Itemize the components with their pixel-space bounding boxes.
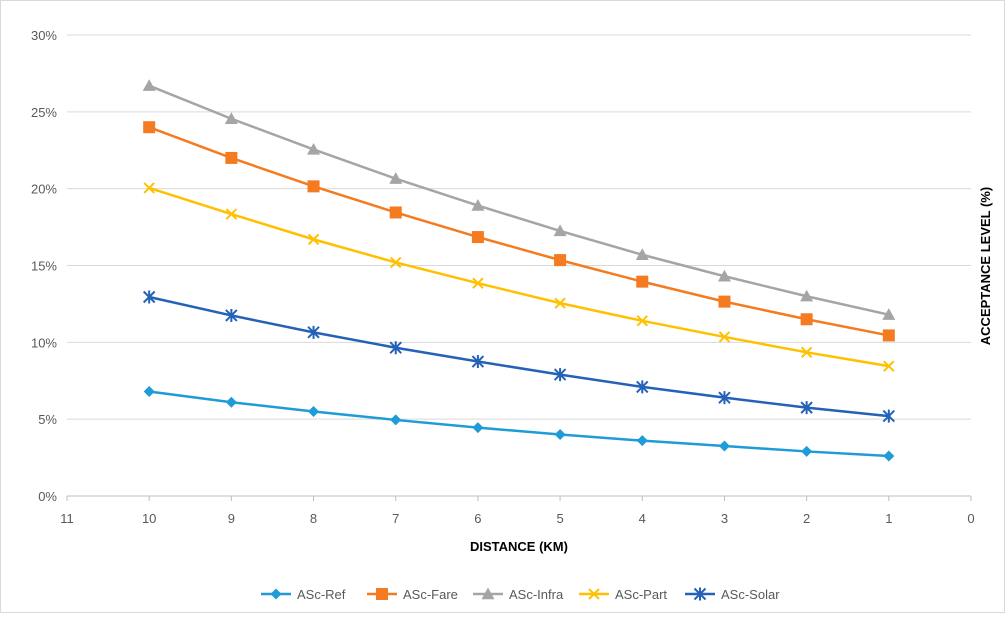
data-point-asc-infra — [389, 172, 403, 184]
series-line-asc-ref — [149, 390, 889, 458]
series-markers — [142, 79, 896, 462]
data-point-asc-solar — [553, 368, 567, 382]
data-point-asc-part — [143, 182, 155, 194]
data-point-asc-infra — [882, 308, 896, 320]
y-tick-label: 0% — [38, 489, 57, 504]
y-tick-label: 30% — [31, 28, 57, 43]
data-point-asc-infra — [471, 199, 485, 211]
data-point-asc-fare — [389, 206, 402, 219]
x-tick-label: 6 — [474, 511, 481, 526]
legend-item-asc-ref: ASc-Ref — [261, 587, 346, 602]
data-point-asc-ref — [472, 422, 484, 434]
axes — [66, 495, 972, 501]
data-point-asc-infra — [717, 269, 731, 282]
data-point-asc-solar — [800, 401, 813, 415]
x-tick-label: 9 — [228, 511, 235, 526]
y-tick-label: 10% — [31, 335, 57, 350]
data-point-asc-part — [390, 256, 402, 269]
x-tick-label: 10 — [142, 511, 156, 526]
data-point-asc-solar — [389, 341, 402, 355]
legend-swatch-marker — [270, 588, 282, 600]
y-tick-label: 15% — [31, 259, 57, 274]
data-point-asc-solar — [142, 290, 156, 304]
data-point-asc-fare — [636, 275, 649, 288]
data-point-asc-fare — [225, 151, 238, 164]
legend-swatch-marker — [376, 588, 388, 600]
data-point-asc-ref — [718, 440, 730, 452]
data-point-asc-ref — [308, 405, 320, 417]
x-tick-label: 11 — [60, 511, 74, 526]
data-point-asc-part — [225, 208, 238, 220]
legend-item-asc-part: ASc-Part — [579, 587, 667, 602]
series-line-asc-infra — [148, 84, 890, 316]
legend-swatch-marker — [481, 587, 495, 600]
x-axis-title: DISTANCE (KM) — [470, 539, 568, 554]
data-point-asc-part — [718, 331, 731, 343]
y-tick-label: 20% — [31, 182, 57, 197]
x-tick-label: 4 — [639, 511, 646, 526]
data-point-asc-part — [307, 233, 320, 246]
legend-label: ASc-Solar — [721, 587, 780, 602]
data-point-asc-solar — [307, 325, 320, 339]
series-line-asc-part — [148, 186, 890, 368]
legend-item-asc-solar: ASc-Solar — [685, 587, 780, 602]
data-point-asc-ref — [801, 445, 813, 457]
data-point-asc-part — [800, 346, 813, 359]
legend-label: ASc-Ref — [297, 587, 346, 602]
data-point-asc-ref — [390, 414, 402, 426]
data-point-asc-fare — [800, 313, 813, 326]
x-tick-label: 2 — [803, 511, 810, 526]
data-point-asc-solar — [718, 391, 731, 405]
data-point-asc-ref — [554, 429, 566, 441]
legend-swatch-marker — [693, 587, 707, 601]
legend-label: ASc-Part — [615, 587, 667, 602]
y-tick-label: 25% — [31, 105, 57, 120]
legend-label: ASc-Infra — [509, 587, 564, 602]
data-point-asc-ref — [883, 450, 895, 462]
legend: ASc-Ref ASc-Fare ASc-Infra ASc-Part ASc-Sola… — [261, 587, 780, 602]
y-tick-label: 5% — [38, 412, 57, 427]
series-line-asc-solar — [148, 295, 889, 418]
data-point-asc-part — [883, 360, 895, 372]
series-lines — [148, 84, 890, 458]
data-point-asc-fare — [471, 231, 484, 244]
data-point-asc-fare — [143, 121, 156, 134]
data-point-asc-ref — [225, 396, 237, 408]
data-point-asc-ref — [143, 386, 155, 398]
x-tick-label: 0 — [967, 511, 974, 526]
data-point-asc-infra — [635, 248, 649, 260]
x-tick-label: 7 — [392, 511, 399, 526]
data-point-asc-fare — [554, 254, 567, 267]
x-tick-label: 1 — [885, 511, 892, 526]
data-point-asc-infra — [224, 112, 238, 124]
data-point-asc-solar — [225, 308, 238, 322]
gridlines — [67, 34, 971, 420]
tick-labels: 0%5%10%15%20%25%30%11 10 9 8 7 6 5 4 3 2 1 0 — [31, 28, 975, 526]
legend-label: ASc-Fare — [403, 587, 458, 602]
data-point-asc-infra — [553, 224, 567, 237]
x-tick-label: 8 — [310, 511, 317, 526]
data-point-asc-infra — [142, 79, 156, 91]
data-point-asc-fare — [307, 180, 320, 193]
x-tick-label: 3 — [721, 511, 728, 526]
data-point-asc-part — [636, 315, 648, 327]
data-point-asc-solar — [471, 355, 485, 369]
data-point-asc-ref — [636, 435, 648, 447]
legend-item-asc-fare: ASc-Fare — [367, 587, 458, 602]
data-point-asc-infra — [800, 289, 814, 302]
x-tick-label: 5 — [556, 511, 563, 526]
data-point-asc-solar — [636, 380, 649, 394]
y-axis-title: ACCEPTANCE LEVEL (%) — [978, 187, 993, 345]
data-point-asc-fare — [882, 329, 895, 342]
legend-swatch-marker — [588, 588, 600, 600]
data-point-asc-part — [472, 277, 484, 289]
series-line-asc-fare — [148, 126, 890, 337]
data-point-asc-solar — [882, 409, 896, 423]
data-point-asc-fare — [718, 295, 731, 308]
data-point-asc-part — [554, 297, 566, 309]
legend-item-asc-infra: ASc-Infra — [473, 587, 564, 602]
data-point-asc-infra — [307, 142, 321, 155]
